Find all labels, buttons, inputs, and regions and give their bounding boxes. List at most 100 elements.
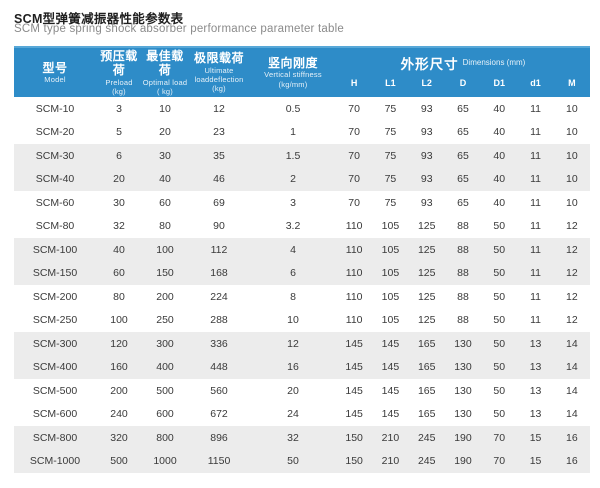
col-header-optimal-load-unit: ( kg) (157, 86, 173, 96)
value-cell: 70 (336, 167, 373, 191)
value-cell: 190 (444, 426, 482, 450)
value-cell: 90 (188, 214, 250, 238)
value-cell: 65 (444, 144, 482, 168)
value-cell: 110 (336, 214, 373, 238)
table-row: SCM-10 3 10 12 0.5 70 75 93 65 40 11 10 (14, 97, 590, 121)
table-row: SCM-60 30 60 69 3 70 75 93 65 40 11 10 (14, 191, 590, 215)
value-cell: 10 (250, 308, 336, 332)
value-cell: 20 (142, 120, 188, 144)
value-cell: 16 (553, 426, 590, 450)
col-header-model: 型号 Model (14, 46, 96, 97)
value-cell: 165 (408, 355, 445, 379)
value-cell: 145 (336, 402, 373, 426)
value-cell: 13 (517, 379, 554, 403)
value-cell: 65 (444, 97, 482, 121)
value-cell: 4 (250, 238, 336, 262)
value-cell: 1000 (142, 449, 188, 473)
col-header-L2: L2 (408, 77, 445, 97)
model-cell: SCM-500 (14, 379, 96, 403)
model-cell: SCM-30 (14, 144, 96, 168)
model-cell: SCM-800 (14, 426, 96, 450)
col-header-optimal-load-zh: 最佳载荷 (146, 48, 184, 78)
table-row: SCM-500 200 500 560 20 145 145 165 130 50 13 14 (14, 379, 590, 403)
value-cell: 6 (250, 261, 336, 285)
value-cell: 145 (372, 402, 409, 426)
value-cell: 10 (553, 167, 590, 191)
model-cell: SCM-80 (14, 214, 96, 238)
value-cell: 11 (517, 144, 554, 168)
value-cell: 14 (553, 379, 590, 403)
col-header-dimensions: 外形尺寸 Dimensions (mm) (336, 46, 590, 77)
value-cell: 40 (481, 144, 518, 168)
value-cell: 448 (188, 355, 250, 379)
value-cell: 800 (142, 426, 188, 450)
col-header-ultimate-load-unit: (kg) (212, 84, 226, 94)
value-cell: 50 (481, 308, 518, 332)
table-row: SCM-80 32 80 90 3.2 110 105 125 88 50 11 12 (14, 214, 590, 238)
value-cell: 165 (408, 402, 445, 426)
value-cell: 60 (96, 261, 142, 285)
model-cell: SCM-400 (14, 355, 96, 379)
value-cell: 672 (188, 402, 250, 426)
table-row: SCM-40 20 40 46 2 70 75 93 65 40 11 10 (14, 167, 590, 191)
value-cell: 400 (142, 355, 188, 379)
value-cell: 8 (250, 285, 336, 309)
value-cell: 200 (142, 285, 188, 309)
value-cell: 50 (481, 261, 518, 285)
value-cell: 65 (444, 120, 482, 144)
value-cell: 70 (336, 191, 373, 215)
value-cell: 24 (250, 402, 336, 426)
value-cell: 1.5 (250, 144, 336, 168)
value-cell: 75 (372, 97, 409, 121)
value-cell: 12 (553, 214, 590, 238)
model-cell: SCM-250 (14, 308, 96, 332)
model-cell: SCM-1000 (14, 449, 96, 473)
value-cell: 50 (481, 285, 518, 309)
col-header-ultimate-load-zh: 极限载荷 (193, 51, 244, 66)
value-cell: 110 (336, 285, 373, 309)
value-cell: 16 (250, 355, 336, 379)
value-cell: 11 (517, 308, 554, 332)
col-header-dimensions-zh: 外形尺寸 (400, 56, 459, 72)
value-cell: 6 (96, 144, 142, 168)
value-cell: 245 (408, 449, 445, 473)
value-cell: 32 (96, 214, 142, 238)
value-cell: 65 (444, 167, 482, 191)
value-cell: 10 (142, 97, 188, 121)
value-cell: 88 (444, 308, 482, 332)
value-cell: 165 (408, 332, 445, 356)
value-cell: 50 (250, 449, 336, 473)
value-cell: 105 (372, 238, 409, 262)
value-cell: 12 (553, 261, 590, 285)
table-row: SCM-100 40 100 112 4 110 105 125 88 50 11 12 (14, 238, 590, 262)
value-cell: 160 (96, 355, 142, 379)
table-row: SCM-150 60 150 168 6 110 105 125 88 50 11 12 (14, 261, 590, 285)
col-header-preload-zh: 预压载荷 (100, 48, 138, 78)
value-cell: 145 (336, 379, 373, 403)
value-cell: 240 (96, 402, 142, 426)
value-cell: 105 (372, 285, 409, 309)
value-cell: 50 (481, 379, 518, 403)
value-cell: 5 (96, 120, 142, 144)
value-cell: 40 (481, 191, 518, 215)
value-cell: 112 (188, 238, 250, 262)
value-cell: 11 (517, 261, 554, 285)
value-cell: 14 (553, 402, 590, 426)
col-header-preload-en: Preload (105, 77, 133, 87)
value-cell: 70 (481, 426, 518, 450)
col-header-model-en: Model (44, 75, 66, 84)
table-row: SCM-250 100 250 288 10 110 105 125 88 50 11 12 (14, 308, 590, 332)
value-cell: 40 (481, 167, 518, 191)
col-header-d1: d1 (517, 77, 554, 97)
value-cell: 150 (336, 449, 373, 473)
value-cell: 50 (481, 238, 518, 262)
value-cell: 500 (96, 449, 142, 473)
value-cell: 200 (96, 379, 142, 403)
model-cell: SCM-60 (14, 191, 96, 215)
value-cell: 150 (336, 426, 373, 450)
value-cell: 35 (188, 144, 250, 168)
table-row: SCM-20 5 20 23 1 70 75 93 65 40 11 10 (14, 120, 590, 144)
value-cell: 245 (408, 426, 445, 450)
table-row: SCM-1000 500 1000 1150 50 150 210 245 190 70 15 16 (14, 449, 590, 473)
